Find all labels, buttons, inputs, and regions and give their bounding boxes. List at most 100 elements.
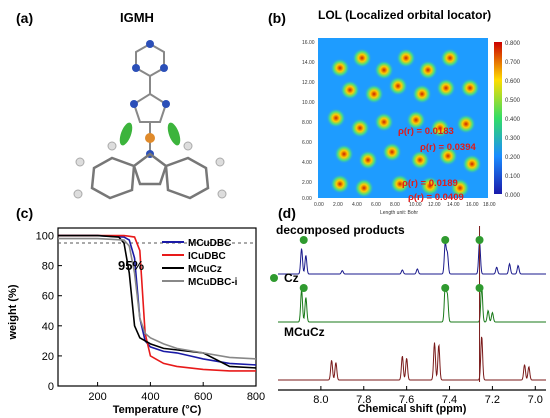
tga-xlabel: Temperature (°C) xyxy=(113,404,202,416)
svg-text:0.600: 0.600 xyxy=(505,79,521,85)
tga-line-mcudbc-i xyxy=(58,237,257,360)
nmr-cz-marker xyxy=(270,274,278,282)
svg-text:2.00: 2.00 xyxy=(302,180,312,186)
svg-text:0.700: 0.700 xyxy=(505,60,521,66)
igmh-isosurface-left xyxy=(119,122,133,146)
cu-atom xyxy=(145,133,155,143)
svg-text:0.00: 0.00 xyxy=(302,196,312,202)
lol-annotations: ρ(r) = 0.0183 ρ(r) = 0.0394 ρ(r) = 0.018… xyxy=(398,126,477,203)
tga-y-tick-label: 60 xyxy=(42,291,54,303)
nmr-peak-markers xyxy=(299,236,484,292)
svg-text:10.00: 10.00 xyxy=(302,100,315,106)
nmr-x-tick-label: 7.2 xyxy=(485,394,500,406)
svg-text:14.00: 14.00 xyxy=(447,202,460,208)
tga-y-tick-label: 80 xyxy=(42,261,54,273)
tga-y-tick-label: 40 xyxy=(42,321,54,333)
molecule-igmh-image xyxy=(73,40,227,200)
nmr-x-tick-label: 7.0 xyxy=(528,394,543,406)
svg-text:ρ(r) = 0.0189: ρ(r) = 0.0189 xyxy=(402,178,458,189)
nmr-xlabel: Chemical shift (ppm) xyxy=(358,403,467,415)
tga-legend-label: MCuDBC-i xyxy=(188,277,238,288)
svg-text:0.200: 0.200 xyxy=(505,155,521,161)
svg-text:0.800: 0.800 xyxy=(505,41,521,47)
panel-d-label: (d) xyxy=(278,205,296,221)
lol-map: 0.800 0.700 0.600 0.500 0.400 0.300 0.20… xyxy=(302,38,521,216)
nmr-x-tick-label: 7.6 xyxy=(399,394,414,406)
svg-text:ρ(r) = 0.0394: ρ(r) = 0.0394 xyxy=(420,142,477,153)
tga-legend-label: MCuDBC xyxy=(188,238,231,249)
nmr-peak-marker xyxy=(441,284,450,292)
svg-text:4.00: 4.00 xyxy=(302,160,312,166)
svg-text:ρ(r) = 0.0409: ρ(r) = 0.0409 xyxy=(408,192,464,203)
svg-text:14.00: 14.00 xyxy=(302,60,315,66)
tga-x-tick-label: 600 xyxy=(194,391,212,403)
top-ring xyxy=(132,42,168,123)
nmr-series xyxy=(278,241,546,381)
nmr-peak-marker xyxy=(299,236,308,244)
svg-text:ρ(r) = 0.0183: ρ(r) = 0.0183 xyxy=(398,126,454,137)
svg-text:0.300: 0.300 xyxy=(505,136,521,142)
svg-text:6.00: 6.00 xyxy=(371,202,381,208)
svg-text:0.400: 0.400 xyxy=(505,117,521,123)
nmr-spectrum-line xyxy=(278,336,546,381)
svg-text:16.00: 16.00 xyxy=(466,202,479,208)
svg-text:16.00: 16.00 xyxy=(302,40,315,46)
nmr-label-decomposed: decomposed products xyxy=(276,223,405,237)
tga-x-ticks: 200 400 600 800 xyxy=(88,382,265,403)
nmr-peak-marker xyxy=(441,236,450,244)
svg-text:8.00: 8.00 xyxy=(390,202,400,208)
tga-x-tick-label: 400 xyxy=(141,391,159,403)
lol-x-ticks: 0.00 2.00 4.00 6.00 8.00 10.00 12.00 14.… xyxy=(314,202,496,208)
nmr-spectrum-line xyxy=(278,284,546,323)
tga-ylabel: weight (%) xyxy=(7,284,19,340)
svg-text:0.100: 0.100 xyxy=(505,174,521,180)
svg-text:6.00: 6.00 xyxy=(302,140,312,146)
svg-text:0.00: 0.00 xyxy=(314,202,324,208)
tga-legend-label: ICuDBC xyxy=(188,251,226,262)
nmr-peak-marker xyxy=(299,284,308,292)
svg-text:8.00: 8.00 xyxy=(302,120,312,126)
tga-plot-frame xyxy=(57,227,257,387)
svg-text:12.00: 12.00 xyxy=(428,202,441,208)
panel-b-label: (b) xyxy=(268,10,286,26)
tga-y-tick-label: 100 xyxy=(36,231,54,243)
tga-line-icudbc xyxy=(58,234,256,372)
panel-b-title: LOL (Localized orbital locator) xyxy=(318,8,492,22)
tga-x-tick-label: 200 xyxy=(88,391,106,403)
tga-legend: MCuDBC ICuDBC MCuCz MCuDBC-i xyxy=(162,238,238,288)
svg-text:18.00: 18.00 xyxy=(483,202,496,208)
tga-chart: 0 20 40 60 80 100 200 400 600 800 95% MCuDBC ICuD… xyxy=(7,227,265,416)
nmr-peak-marker xyxy=(475,236,484,244)
nmr-x-tick-label: 8.0 xyxy=(313,394,328,406)
nmr-label-cz: Cz xyxy=(284,271,299,285)
svg-text:0.000: 0.000 xyxy=(505,193,521,199)
nmr-x-ticks: 8.0 7.8 7.6 7.4 7.2 7.0 xyxy=(313,386,543,406)
svg-text:12.00: 12.00 xyxy=(302,80,315,86)
svg-text:10.00: 10.00 xyxy=(409,202,422,208)
colorbar xyxy=(494,42,502,194)
carbazole-fragment xyxy=(90,152,210,200)
svg-text:4.00: 4.00 xyxy=(352,202,362,208)
panel-c-label: (c) xyxy=(16,205,34,221)
panel-a-label: (a) xyxy=(16,10,34,26)
svg-text:2.00: 2.00 xyxy=(333,202,343,208)
tga-series xyxy=(58,234,257,372)
lol-y-ticks: 16.00 14.00 12.00 10.00 8.00 6.00 4.00 2… xyxy=(302,40,315,202)
tga-legend-label: MCuCz xyxy=(188,264,222,275)
svg-text:0.500: 0.500 xyxy=(505,98,521,104)
tga-y-tick-label: 20 xyxy=(42,351,54,363)
nmr-chart: 8.0 7.8 7.6 7.4 7.2 7.0 decomposed products C… xyxy=(270,223,546,415)
igmh-isosurface-right xyxy=(167,122,181,146)
tga-line-mcucz xyxy=(58,234,257,369)
tga-y-ticks: 0 20 40 60 80 100 xyxy=(36,231,62,393)
tga-x-tick-label: 800 xyxy=(247,391,265,403)
nmr-peak-marker xyxy=(475,284,484,292)
tga-y-tick-label: 0 xyxy=(48,381,54,393)
nmr-spectrum-line xyxy=(278,241,546,275)
tga-95-annotation: 95% xyxy=(118,258,144,273)
lol-xlabel: Length unit: Bohr xyxy=(380,210,418,216)
colorbar-ticks: 0.800 0.700 0.600 0.500 0.400 0.300 0.20… xyxy=(505,41,521,199)
nmr-label-mcucz: MCuCz xyxy=(284,325,325,339)
lol-features xyxy=(326,48,482,198)
panel-a-title: IGMH xyxy=(120,10,154,25)
